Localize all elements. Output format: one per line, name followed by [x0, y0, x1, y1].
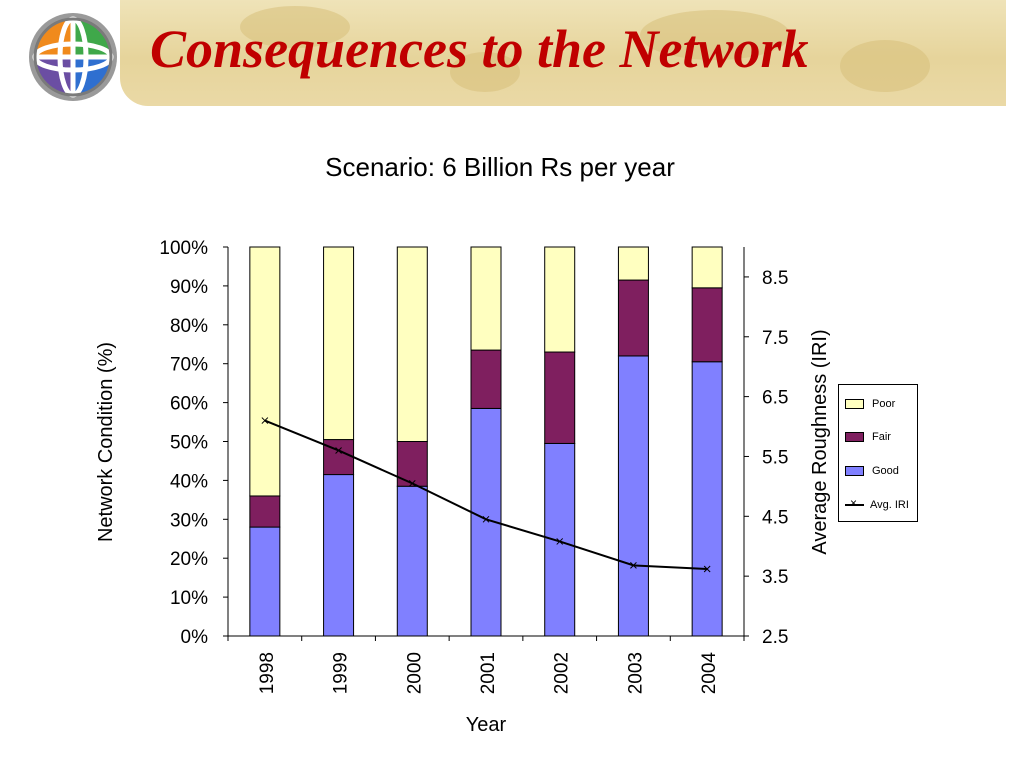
- bar-fair-1999: [323, 439, 355, 476]
- chart-title: Scenario: 6 Billion Rs per year: [325, 152, 675, 182]
- y-left-axis-ticks: 0% 10% 20% 30% 40% 50% 60% 70% 80% 90% 100%: [159, 238, 228, 648]
- legend-label-good: Good: [872, 465, 899, 477]
- x-marker-stroke: [556, 538, 564, 545]
- x-tick-label: 2002: [552, 652, 573, 694]
- bar-poor-2004: [691, 246, 723, 289]
- y-left-tick-label: 50%: [170, 433, 208, 454]
- iri-line-layer: [261, 417, 711, 573]
- x-tick-label: 1998: [257, 652, 278, 694]
- bar-poor-1999: [323, 246, 355, 441]
- x-marker-icon: ×: [850, 496, 858, 510]
- y-right-tick-label: 5.5: [762, 447, 788, 468]
- bar-fair-2004: [691, 287, 723, 363]
- y-right-tick-label: 8.5: [762, 268, 788, 289]
- legend-label-avg-iri: Avg. IRI: [870, 499, 909, 511]
- x-marker-stroke: [261, 417, 269, 424]
- legend-swatch-fair: [845, 432, 864, 442]
- y-left-tick-label: 20%: [170, 549, 208, 570]
- bar-good-1998: [249, 526, 281, 637]
- x-marker-stroke: [703, 565, 711, 573]
- legend-line-avg-iri: ×: [845, 497, 864, 509]
- y-left-tick-label: 60%: [170, 394, 208, 415]
- slide-title: Consequences to the Network: [150, 19, 809, 79]
- y-left-tick-label: 70%: [170, 355, 208, 376]
- x-tick-label: 1999: [331, 652, 352, 694]
- y-left-tick-label: 30%: [170, 510, 208, 531]
- x-tick-label: 2001: [478, 652, 499, 694]
- legend-item-poor: Poor: [845, 397, 895, 411]
- bar-poor-1998: [249, 246, 281, 497]
- y-right-tick-label: 4.5: [762, 507, 788, 528]
- legend-item-fair: Fair: [845, 430, 891, 444]
- y-right-tick-label: 3.5: [762, 567, 788, 588]
- y-right-tick-label: 2.5: [762, 627, 788, 648]
- legend-swatch-poor: [845, 399, 864, 409]
- y-left-axis-label: Network Condition (%): [95, 342, 117, 542]
- bar-fair-2001: [470, 349, 502, 409]
- bar-poor-2001: [470, 246, 502, 351]
- bar-fair-1998: [249, 495, 281, 528]
- x-marker-stroke: [408, 480, 416, 487]
- bar-good-2003: [617, 355, 649, 637]
- legend-label-fair: Fair: [872, 431, 891, 443]
- iri-point-2004: [703, 565, 711, 573]
- x-marker-stroke: [482, 515, 490, 523]
- iri-point-1998: [261, 417, 269, 424]
- y-left-tick-label: 40%: [170, 471, 208, 492]
- iri-point-1999: [335, 447, 342, 454]
- x-axis-ticks: 1998 1999 2000 2001 2002 2003 2004: [227, 636, 745, 695]
- y-left-tick-label: 90%: [170, 277, 208, 298]
- bar-good-1999: [323, 474, 355, 637]
- map-continent: [640, 10, 790, 60]
- x-marker-stroke: [335, 447, 342, 454]
- iri-point-2002: [556, 538, 564, 545]
- bar-poor-2002: [544, 246, 576, 353]
- header-band: [120, 0, 1006, 106]
- map-continent: [840, 40, 930, 92]
- bar-poor-2000: [396, 246, 428, 442]
- map-continent: [450, 52, 520, 92]
- bar-fair-2003: [617, 279, 649, 357]
- legend-item-good: Good: [845, 464, 899, 478]
- map-continent: [240, 6, 350, 48]
- x-tick-label: 2000: [404, 652, 425, 694]
- x-axis-label: Year: [466, 714, 507, 736]
- legend-swatch-good: [845, 466, 864, 476]
- globe-logo-icon: [26, 10, 120, 104]
- y-right-tick-label: 7.5: [762, 328, 788, 349]
- x-tick-label: 2003: [625, 652, 646, 694]
- y-right-axis-ticks: 2.5 3.5 4.5 5.5 6.5 7.5 8.5: [744, 268, 788, 648]
- y-left-tick-label: 80%: [170, 316, 208, 337]
- chart-legend: Poor Fair Good × Avg. IRI: [838, 384, 918, 522]
- bars: [249, 246, 723, 637]
- y-right-tick-label: 6.5: [762, 388, 788, 409]
- y-left-tick-label: 10%: [170, 588, 208, 609]
- bar-good-2000: [396, 485, 428, 637]
- bar-fair-2002: [544, 351, 576, 444]
- x-marker-stroke: [630, 562, 637, 569]
- x-tick-label: 2004: [699, 652, 720, 695]
- y-left-tick-label: 100%: [159, 238, 208, 259]
- iri-point-2000: [408, 480, 416, 487]
- y-left-tick-label: 0%: [181, 627, 209, 648]
- bar-good-2004: [691, 361, 723, 637]
- bar-poor-2003: [617, 246, 649, 281]
- bar-good-2002: [544, 442, 576, 637]
- iri-point-2001: [482, 515, 490, 523]
- y-right-axis-label: Average Roughness (IRI): [809, 329, 831, 554]
- iri-point-2003: [630, 562, 637, 569]
- legend-item-avg-iri: × Avg. IRI: [845, 497, 909, 512]
- legend-label-poor: Poor: [872, 398, 896, 410]
